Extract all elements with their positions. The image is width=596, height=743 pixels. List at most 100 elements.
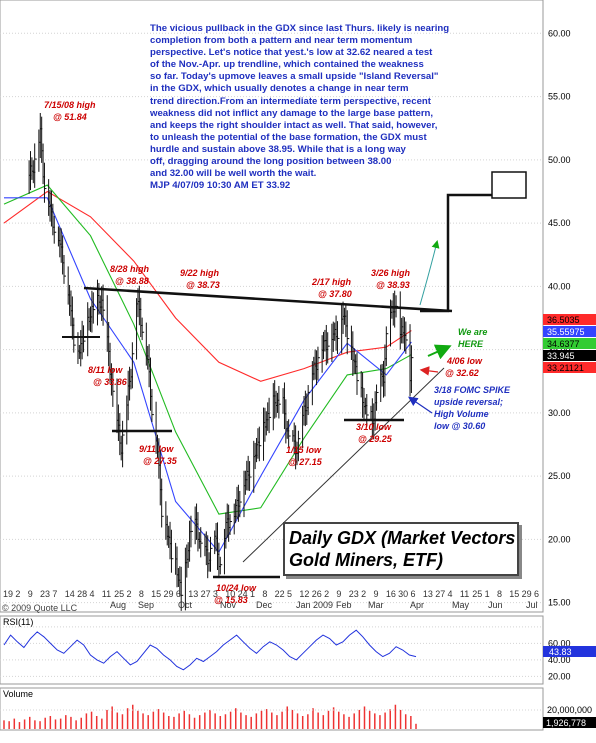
x-month-label: Apr — [410, 600, 424, 610]
x-tick-label: 12 — [299, 589, 309, 599]
x-tick-label: 7 — [52, 589, 57, 599]
price-tick-label: 40.00 — [548, 281, 571, 291]
x-tick-label: 13 — [423, 589, 433, 599]
commentary-line: and keeps the right shoulder intact as w… — [150, 119, 438, 131]
x-tick-label: 8 — [139, 589, 144, 599]
x-tick-label: 3 — [213, 589, 218, 599]
x-month-label: Dec — [256, 600, 273, 610]
chart-title-line-1: Daily GDX (Market Vectors — [289, 528, 516, 548]
x-tick-label: 11 — [102, 589, 111, 599]
x-tick-label: 4 — [448, 589, 453, 599]
annot-sep11-1: 9/11 low — [139, 444, 174, 454]
x-tick-label: 4 — [89, 589, 94, 599]
annot-aug11-2: @ 33.86 — [93, 377, 128, 387]
x-tick-label: 19 — [3, 589, 13, 599]
commentary-line: in the GDX, which usually denotes a chan… — [150, 83, 409, 95]
x-tick-label: 24 — [238, 589, 248, 599]
annot-mar10-1: 3/10 low — [356, 422, 392, 432]
x-tick-label: 1 — [250, 589, 255, 599]
x-month-label: Oct — [178, 600, 193, 610]
price-tick-label: 30.00 — [548, 408, 571, 418]
x-tick-label: 9 — [336, 589, 341, 599]
annot-jan15-1: 1/15 low — [286, 445, 322, 455]
x-tick-label: 23 — [40, 589, 50, 599]
x-tick-label: 25 — [114, 589, 124, 599]
chart-title-box: Daily GDX (Market Vectors Gold Miners, E… — [283, 522, 519, 576]
x-tick-label: 13 — [188, 589, 198, 599]
price-tick-label: 35.00 — [548, 345, 571, 355]
price-tag-3-text: 33.945 — [547, 351, 575, 361]
price-tick-label: 15.00 — [548, 598, 571, 608]
annot-aug11-1: 8/11 low — [88, 365, 123, 375]
annot-feb17-2: @ 37.80 — [318, 289, 352, 299]
annotations: 7/15/08 high @ 51.84 8/28 high @ 38.88 9… — [44, 100, 511, 605]
x-tick-label: 16 — [386, 589, 396, 599]
rsi-panel — [0, 615, 544, 685]
price-tick-label: 60.00 — [548, 28, 571, 38]
price-panel — [0, 0, 544, 613]
price-tick-label: 25.00 — [548, 471, 571, 481]
annot-apr06-1: 4/06 low — [446, 356, 483, 366]
low-arrow — [419, 366, 439, 376]
price-tag-0 — [543, 314, 596, 325]
x-month-label: Nov — [220, 600, 237, 610]
x-month-label: May — [452, 600, 470, 610]
annot-fomc-2: upside reversal; — [434, 397, 503, 407]
annot-jul-high-1: 7/15/08 high — [44, 100, 96, 110]
price-tick-label: 50.00 — [548, 155, 571, 165]
price-tag-2 — [543, 338, 596, 349]
commentary-signature: MJP 4/07/09 10:30 AM ET 33.92 — [150, 180, 291, 192]
annot-fomc-1: 3/18 FOMC SPIKE — [434, 385, 511, 395]
annot-aug28-1: 8/28 high — [110, 264, 150, 274]
volume-tick: 20,000,000 — [547, 705, 592, 715]
price-grid — [0, 32, 543, 604]
annot-sep22-1: 9/22 high — [180, 268, 220, 278]
price-tag-1 — [543, 326, 596, 337]
annot-fomc-4: low @ 30.60 — [434, 421, 485, 431]
x-axis: 19 2 9 23 7 14 28 4 11 25 2 8 15 29 6 13 27 3 10 24 1 8 22 5 12 2… — [3, 589, 539, 610]
x-tick-label: 28 — [77, 589, 87, 599]
annot-fomc-3: High Volume — [434, 409, 489, 419]
commentary-line: so far. Today's upmove leaves a small up… — [150, 71, 439, 83]
commentary-line: perspective. Let's notice that yest.'s l… — [150, 47, 433, 59]
commentary-line: The vicious pullback in the GDX since la… — [150, 23, 450, 34]
annot-here-1: We are — [458, 327, 487, 337]
x-tick-label: 6 — [534, 589, 539, 599]
commentary-line: completion from both a pattern and near … — [150, 35, 413, 47]
price-axis: 15.00 20.00 25.00 30.00 35.00 40.00 45.00 50.00… — [548, 28, 571, 607]
x-tick-label: 9 — [28, 589, 33, 599]
rsi-label: RSI(11) — [3, 617, 33, 627]
x-tick-label: 6 — [411, 589, 416, 599]
annot-mar26-2: @ 38.93 — [376, 280, 410, 290]
price-tag-2-text: 34.6377 — [547, 339, 580, 349]
volume-bars — [3, 704, 417, 729]
price-tags: 36.5035 35.55975 34.6377 33.945 33.21121 — [543, 314, 596, 373]
fomc-arrow — [408, 396, 433, 414]
trendlines — [62, 171, 527, 579]
target-projection — [420, 193, 492, 313]
projection-arrow — [419, 240, 440, 306]
x-month-label: Jul — [526, 600, 538, 610]
x-month-label: Sep — [138, 600, 154, 610]
here-arrow — [427, 344, 452, 360]
x-tick-label: 27 — [201, 589, 211, 599]
annot-oct24-1: 10/24 low — [216, 583, 257, 593]
rsi-tick-label: 20.00 — [548, 671, 571, 681]
price-tick-label: 45.00 — [548, 218, 571, 228]
x-month-label: Feb — [336, 600, 352, 610]
price-tag-1-text: 35.55975 — [547, 327, 585, 337]
price-tag-4-text: 33.21121 — [547, 363, 584, 373]
rsi-grid: 20.00 40.00 60.00 — [0, 626, 571, 681]
x-tick-label: 5 — [287, 589, 292, 599]
x-month-label: Mar — [368, 600, 384, 610]
rsi-value-tag — [543, 646, 596, 657]
x-tick-label: 9 — [373, 589, 378, 599]
x-tick-label: 1 — [485, 589, 490, 599]
x-tick-label: 23 — [349, 589, 359, 599]
commentary: The vicious pullback in the GDX since la… — [150, 23, 495, 192]
x-tick-label: 14 — [65, 589, 75, 599]
x-tick-label: 10 — [225, 589, 235, 599]
x-tick-label: 22 — [275, 589, 285, 599]
commentary-line: weakness did not inflict any damage to t… — [150, 107, 434, 119]
